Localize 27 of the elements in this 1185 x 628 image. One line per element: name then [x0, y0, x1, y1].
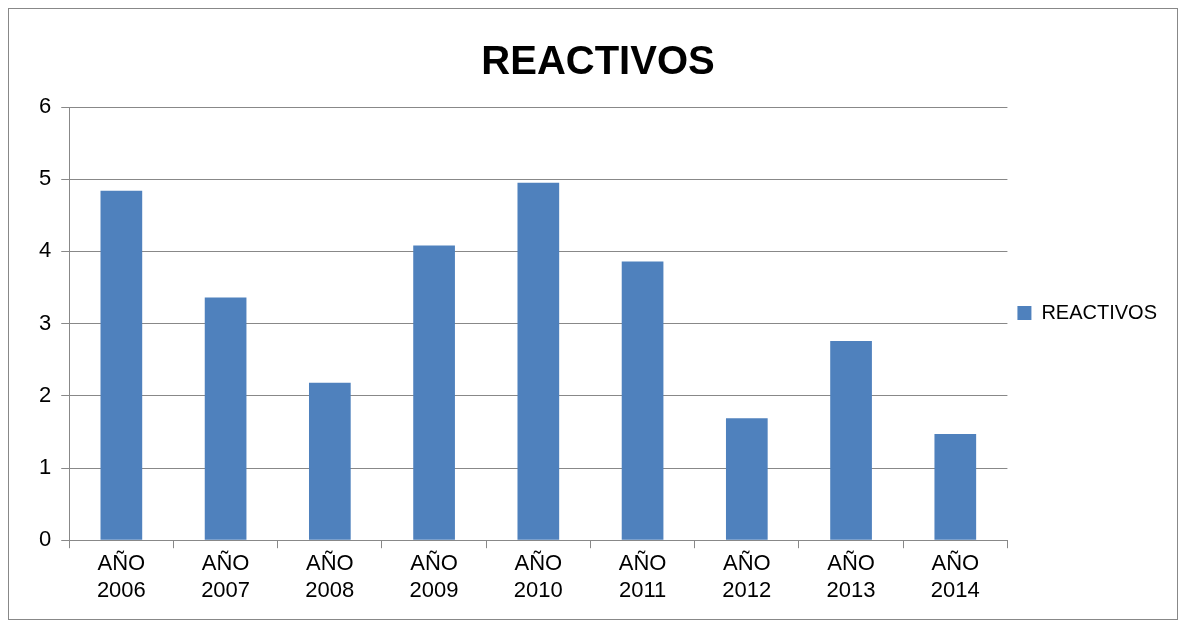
y-tick-label: 5	[38, 165, 52, 191]
x-tick-label: AÑO 2006	[96, 550, 146, 602]
bar	[100, 190, 143, 540]
y-tick-label: 6	[38, 93, 52, 119]
x-tick-label: AÑO 2008	[305, 550, 355, 602]
x-tick-label: AÑO 2013	[826, 550, 876, 602]
bar	[309, 382, 351, 540]
x-tick-label: AÑO 2014	[930, 550, 980, 602]
chart-title: REACTIVOS	[481, 38, 715, 83]
x-tick-label: AÑO 2012	[722, 550, 772, 602]
x-tick-label: AÑO 2007	[201, 550, 251, 602]
bar	[725, 418, 768, 540]
bar	[204, 297, 247, 540]
y-tick-label: 2	[38, 381, 52, 407]
x-tick-label: AÑO 2011	[618, 550, 667, 602]
bar	[517, 182, 560, 540]
y-tick-label: 3	[38, 309, 52, 335]
x-tick-label: AÑO 2010	[513, 550, 563, 602]
y-tick-label: 1	[38, 454, 52, 480]
y-tick-label: 0	[38, 526, 52, 552]
x-tick-label: AÑO 2009	[409, 550, 459, 602]
bar	[934, 434, 977, 540]
bar	[621, 261, 664, 540]
bar	[830, 340, 872, 540]
y-tick-label: 4	[38, 237, 52, 263]
bar	[413, 245, 455, 540]
legend-label: REACTIVOS	[1041, 300, 1157, 323]
